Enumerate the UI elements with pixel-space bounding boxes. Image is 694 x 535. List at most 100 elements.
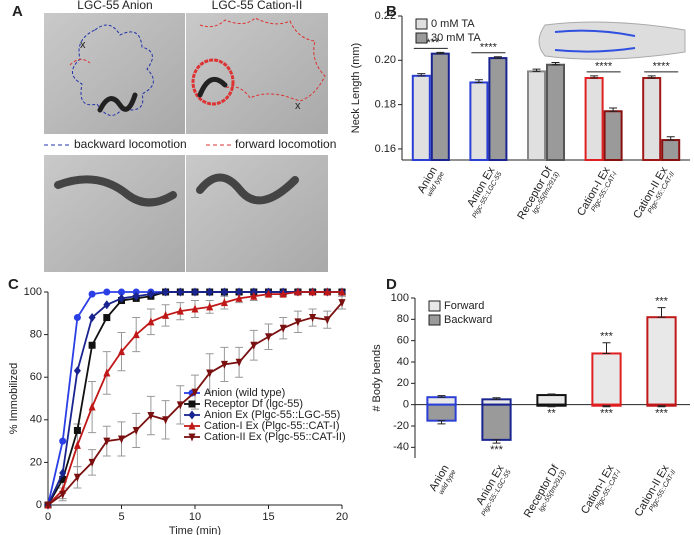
micrograph xyxy=(186,13,328,134)
legend-label: Cation-I Ex (Plgc-55::CAT-I) xyxy=(204,420,340,432)
y-tick-label: 0 xyxy=(403,399,409,411)
error-bar xyxy=(657,405,666,408)
marker xyxy=(73,314,81,322)
legend-swatch xyxy=(415,32,428,44)
error-bar xyxy=(647,75,656,79)
marker xyxy=(103,437,111,446)
marker xyxy=(118,293,125,303)
panel-label: D xyxy=(386,276,397,293)
error-bar xyxy=(437,395,446,398)
legend-label: Anion Ex (Plgc-55::LGC-55) xyxy=(204,409,340,421)
marker xyxy=(265,289,272,298)
marker xyxy=(162,287,170,297)
marker xyxy=(118,288,125,296)
y-tick-label: 80 xyxy=(30,329,42,341)
marker xyxy=(294,287,302,296)
bar xyxy=(430,52,450,161)
marker xyxy=(191,287,199,297)
bar xyxy=(661,139,681,161)
marker xyxy=(73,440,81,449)
error-bar xyxy=(492,397,501,400)
y-tick-label: -20 xyxy=(393,420,409,432)
y-tick-label: 40 xyxy=(30,414,42,426)
marker xyxy=(323,287,331,296)
image-title: LGC-55 Cation-II xyxy=(212,0,303,12)
marker xyxy=(220,298,228,307)
caption: backward locomotion xyxy=(74,137,187,151)
panel-label: B xyxy=(386,3,397,20)
position-mark: x xyxy=(295,100,301,112)
error-bar xyxy=(551,62,560,66)
y-tick-label: 0.20 xyxy=(375,54,396,66)
forward-track xyxy=(69,59,91,66)
legend-label: Backward xyxy=(444,314,492,326)
error-bar xyxy=(532,68,541,72)
significance: *** xyxy=(490,444,504,456)
marker xyxy=(147,317,155,326)
marker xyxy=(323,316,331,325)
marker xyxy=(73,426,81,434)
error-bar xyxy=(602,342,611,354)
marker xyxy=(235,293,243,302)
marker xyxy=(162,416,170,425)
image-title: LGC-55 Anion xyxy=(77,0,152,12)
forward-track xyxy=(191,58,235,106)
y-tick-label: 60 xyxy=(397,335,409,347)
significance: *** xyxy=(655,408,669,420)
legend-label: Forward xyxy=(444,300,484,312)
marker xyxy=(88,341,96,349)
y-axis-label: % Immobilized xyxy=(8,363,20,435)
marker xyxy=(250,341,258,350)
bar xyxy=(546,63,566,161)
legend-marker xyxy=(188,410,196,420)
marker xyxy=(44,501,52,510)
y-tick-label: 0.16 xyxy=(375,143,396,155)
marker xyxy=(103,288,111,296)
marker xyxy=(206,287,214,297)
error-bar xyxy=(437,420,446,425)
worm xyxy=(97,92,138,113)
micrograph xyxy=(44,155,185,272)
bar xyxy=(603,110,623,161)
marker xyxy=(176,306,184,315)
y-tick-label: 20 xyxy=(30,456,42,468)
error-bar xyxy=(474,79,483,83)
marker xyxy=(103,368,111,377)
y-tick-label: 0.18 xyxy=(375,99,396,111)
marker xyxy=(206,369,214,378)
marker xyxy=(220,360,228,369)
error-bar xyxy=(666,136,675,141)
significance: **** xyxy=(653,61,671,73)
marker xyxy=(118,347,125,356)
marker xyxy=(132,291,140,301)
bar xyxy=(591,352,622,406)
marker xyxy=(132,330,140,339)
bar xyxy=(426,403,457,422)
worm xyxy=(54,175,177,207)
x-tick-label: 5 xyxy=(118,511,124,523)
y-tick-label: 100 xyxy=(24,286,42,298)
marker xyxy=(103,314,111,322)
marker xyxy=(59,468,67,478)
micrograph xyxy=(186,155,328,272)
marker xyxy=(73,366,81,376)
marker xyxy=(338,299,346,308)
worm xyxy=(196,173,299,205)
x-tick-label: 20 xyxy=(336,511,348,523)
legend-label: Anion (wild type) xyxy=(204,387,285,399)
worm xyxy=(197,76,228,98)
micrograph xyxy=(44,13,185,134)
position-mark: x xyxy=(80,39,86,51)
marker xyxy=(59,475,67,483)
significance: **** xyxy=(595,61,613,73)
marker xyxy=(265,333,272,342)
legend-marker xyxy=(188,400,196,408)
legend-swatch xyxy=(428,300,441,312)
bar xyxy=(481,403,512,441)
legend-swatch xyxy=(428,314,441,326)
